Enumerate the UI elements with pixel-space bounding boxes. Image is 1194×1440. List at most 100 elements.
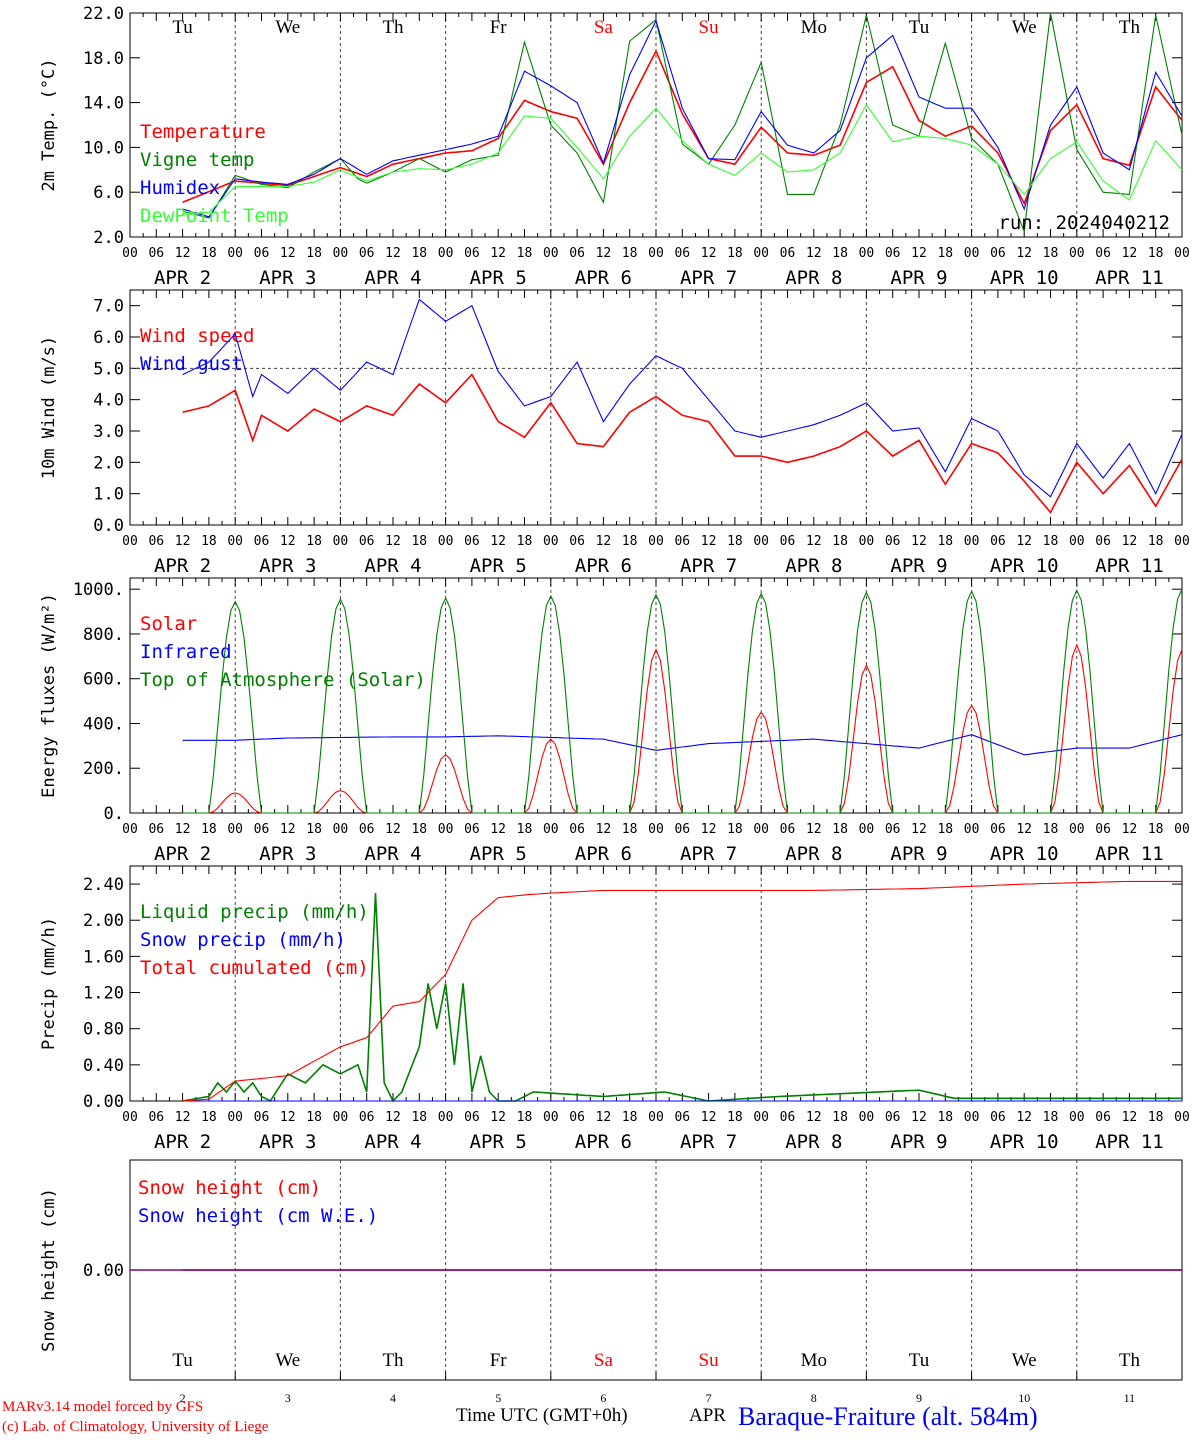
hour-label: 00 (753, 822, 769, 837)
date-label: APR 8 (785, 555, 842, 577)
date-label: APR 4 (364, 555, 421, 577)
hour-label: 12 (806, 534, 822, 549)
date-label: APR 9 (890, 843, 947, 865)
hour-label: 06 (780, 1110, 796, 1125)
hour-label: 12 (385, 822, 401, 837)
date-label: APR 10 (990, 267, 1059, 289)
hour-label: 12 (701, 534, 717, 549)
hour-label: 18 (411, 1110, 427, 1125)
hour-label: 06 (674, 822, 690, 837)
hour-label: 06 (148, 534, 164, 549)
day-abbr: Su (699, 1350, 720, 1371)
hour-label: 00 (227, 534, 243, 549)
hour-label: 12 (280, 1110, 296, 1125)
hour-label: 00 (438, 534, 454, 549)
day-abbr: Su (699, 17, 720, 38)
date-label: APR 6 (575, 555, 632, 577)
hour-label: 18 (306, 822, 322, 837)
date-label: APR 2 (154, 555, 211, 577)
legend-entry: Infrared (140, 641, 232, 663)
hour-label: 00 (543, 246, 559, 261)
date-label: APR 9 (890, 267, 947, 289)
hour-label: 00 (122, 822, 138, 837)
hour-label: 06 (464, 1110, 480, 1125)
hour-label: 00 (438, 1110, 454, 1125)
hour-label: 18 (1148, 822, 1164, 837)
y-tick-label: 0.80 (83, 1020, 124, 1040)
hour-label: 06 (464, 822, 480, 837)
y-axis-label: Snow height (cm) (39, 1188, 59, 1352)
hour-label: 18 (1043, 822, 1059, 837)
hour-label: 12 (596, 246, 612, 261)
hour-label: 18 (411, 822, 427, 837)
hour-label: 12 (596, 1110, 612, 1125)
legend-entry: Wind speed (140, 325, 254, 347)
hour-label: 06 (674, 246, 690, 261)
hour-label: 18 (201, 534, 217, 549)
date-label: APR 6 (575, 267, 632, 289)
day-abbr: Mo (801, 1350, 827, 1371)
series-line-wind-0 (182, 373, 1183, 514)
hour-label: 00 (122, 534, 138, 549)
hour-label: 06 (674, 534, 690, 549)
hour-label: 18 (306, 534, 322, 549)
run-label: run: 2024040212 (998, 212, 1170, 234)
hour-label: 12 (1122, 1110, 1138, 1125)
legend-entry: Wind gust (140, 353, 243, 375)
hour-label: 18 (1148, 246, 1164, 261)
hour-label: 18 (727, 822, 743, 837)
series-line-precip-0 (182, 893, 1182, 1103)
hour-label: 12 (490, 246, 506, 261)
hour-label: 18 (411, 534, 427, 549)
date-label: APR 8 (785, 267, 842, 289)
legend-entry: Temperature (140, 121, 266, 143)
day-abbr: We (275, 17, 300, 38)
y-tick-label: 0.0 (93, 516, 124, 536)
hour-label: 12 (911, 822, 927, 837)
hour-label: 00 (753, 1110, 769, 1125)
hour-label: 00 (122, 246, 138, 261)
hour-label: 06 (148, 822, 164, 837)
hour-label: 18 (411, 246, 427, 261)
hour-label: 06 (569, 246, 585, 261)
date-label: APR 5 (470, 1131, 527, 1153)
y-tick-label: 3.0 (93, 422, 124, 442)
hour-label: 00 (753, 534, 769, 549)
hour-label: 12 (1016, 1110, 1032, 1125)
date-label: APR 3 (259, 1131, 316, 1153)
hour-label: 00 (333, 822, 349, 837)
hour-label: 18 (622, 1110, 638, 1125)
y-tick-label: 600. (83, 670, 124, 690)
hour-label: 18 (306, 1110, 322, 1125)
hour-label: 12 (911, 1110, 927, 1125)
hour-label: 12 (1122, 246, 1138, 261)
date-label: APR 6 (575, 843, 632, 865)
hour-label: 06 (885, 822, 901, 837)
day-number: 2 (180, 1391, 186, 1405)
hour-label: 18 (937, 534, 953, 549)
hour-label: 18 (306, 246, 322, 261)
y-tick-label: 2.40 (83, 875, 124, 895)
hour-label: 00 (964, 246, 980, 261)
hour-label: 18 (937, 822, 953, 837)
y-tick-label: 2.00 (83, 911, 124, 931)
day-number: 4 (390, 1391, 396, 1405)
hour-label: 00 (964, 534, 980, 549)
legend-entry: Solar (140, 613, 197, 635)
hour-label: 12 (175, 1110, 191, 1125)
y-axis-label: 2m Temp. (°C) (39, 58, 59, 191)
legend-entry: Snow height (cm) (138, 1177, 321, 1199)
hour-label: 18 (622, 534, 638, 549)
hour-label: 06 (254, 534, 270, 549)
hour-label: 06 (359, 1110, 375, 1125)
y-tick-label: 0.00 (83, 1261, 124, 1281)
hour-label: 06 (885, 1110, 901, 1125)
date-label: APR 7 (680, 843, 737, 865)
date-label: APR 7 (680, 1131, 737, 1153)
y-tick-label: 0.00 (83, 1092, 124, 1112)
hour-label: 12 (1016, 822, 1032, 837)
date-label: APR 7 (680, 555, 737, 577)
hour-label: 18 (622, 822, 638, 837)
hour-label: 06 (569, 534, 585, 549)
hour-label: 00 (648, 534, 664, 549)
